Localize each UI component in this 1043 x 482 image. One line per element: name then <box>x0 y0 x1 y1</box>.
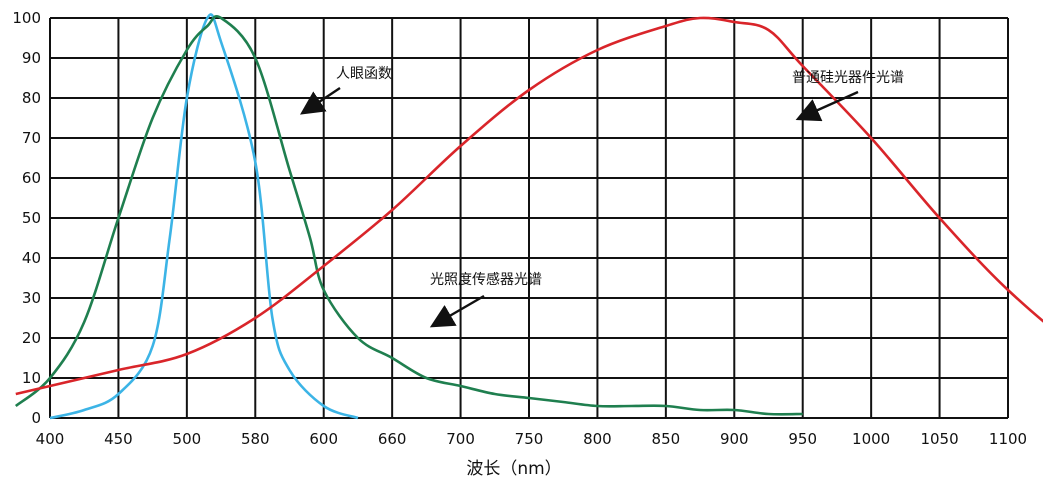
x-tick-label: 580 <box>241 430 270 448</box>
x-tick-label: 850 <box>652 430 681 448</box>
x-axis-label: 波长（nm） <box>466 459 561 479</box>
x-tick-label: 1000 <box>852 430 890 448</box>
x-tick-label: 500 <box>173 430 202 448</box>
x-tick-label: 400 <box>36 430 65 448</box>
x-axis-ticks: 400 450 500 580 600 660 700 750 800 850 900 950 1000… <box>36 430 1027 448</box>
x-tick-label: 1100 <box>989 430 1027 448</box>
y-tick-label: 90 <box>22 49 41 67</box>
y-tick-label: 20 <box>22 329 41 347</box>
x-tick-label: 600 <box>309 430 338 448</box>
series-line <box>15 16 1043 396</box>
series-line <box>14 14 803 416</box>
y-axis-ticks: 0 10 20 30 40 50 60 70 80 90 100 <box>12 9 41 427</box>
x-tick-label: 750 <box>515 430 544 448</box>
series-lines <box>14 13 1043 420</box>
x-tick-label: 950 <box>788 430 817 448</box>
y-tick-label: 40 <box>22 249 41 267</box>
y-tick-label: 0 <box>31 409 41 427</box>
y-tick-label: 80 <box>22 89 41 107</box>
annotation-label: 普通硅光器件光谱 <box>792 70 904 86</box>
annotation-arrow <box>795 90 859 122</box>
y-tick-label: 30 <box>22 289 41 307</box>
x-tick-label: 900 <box>720 430 749 448</box>
y-tick-label: 60 <box>22 169 41 187</box>
x-tick-label: 1050 <box>920 430 958 448</box>
grid <box>49 17 1009 419</box>
annotation-arrow <box>300 87 341 115</box>
y-tick-label: 70 <box>22 129 41 147</box>
y-tick-label: 50 <box>22 209 41 227</box>
annotation-label: 光照度传感器光谱 <box>430 271 542 288</box>
x-tick-label: 700 <box>446 430 475 448</box>
x-tick-label: 450 <box>104 430 133 448</box>
annotation-label: 人眼函数 <box>336 66 392 82</box>
x-tick-label: 660 <box>378 430 407 448</box>
x-tick-label: 800 <box>583 430 612 448</box>
annotation-arrow <box>429 294 485 328</box>
y-tick-label: 10 <box>22 369 41 387</box>
series-line <box>49 13 359 420</box>
y-tick-label: 100 <box>12 9 41 27</box>
